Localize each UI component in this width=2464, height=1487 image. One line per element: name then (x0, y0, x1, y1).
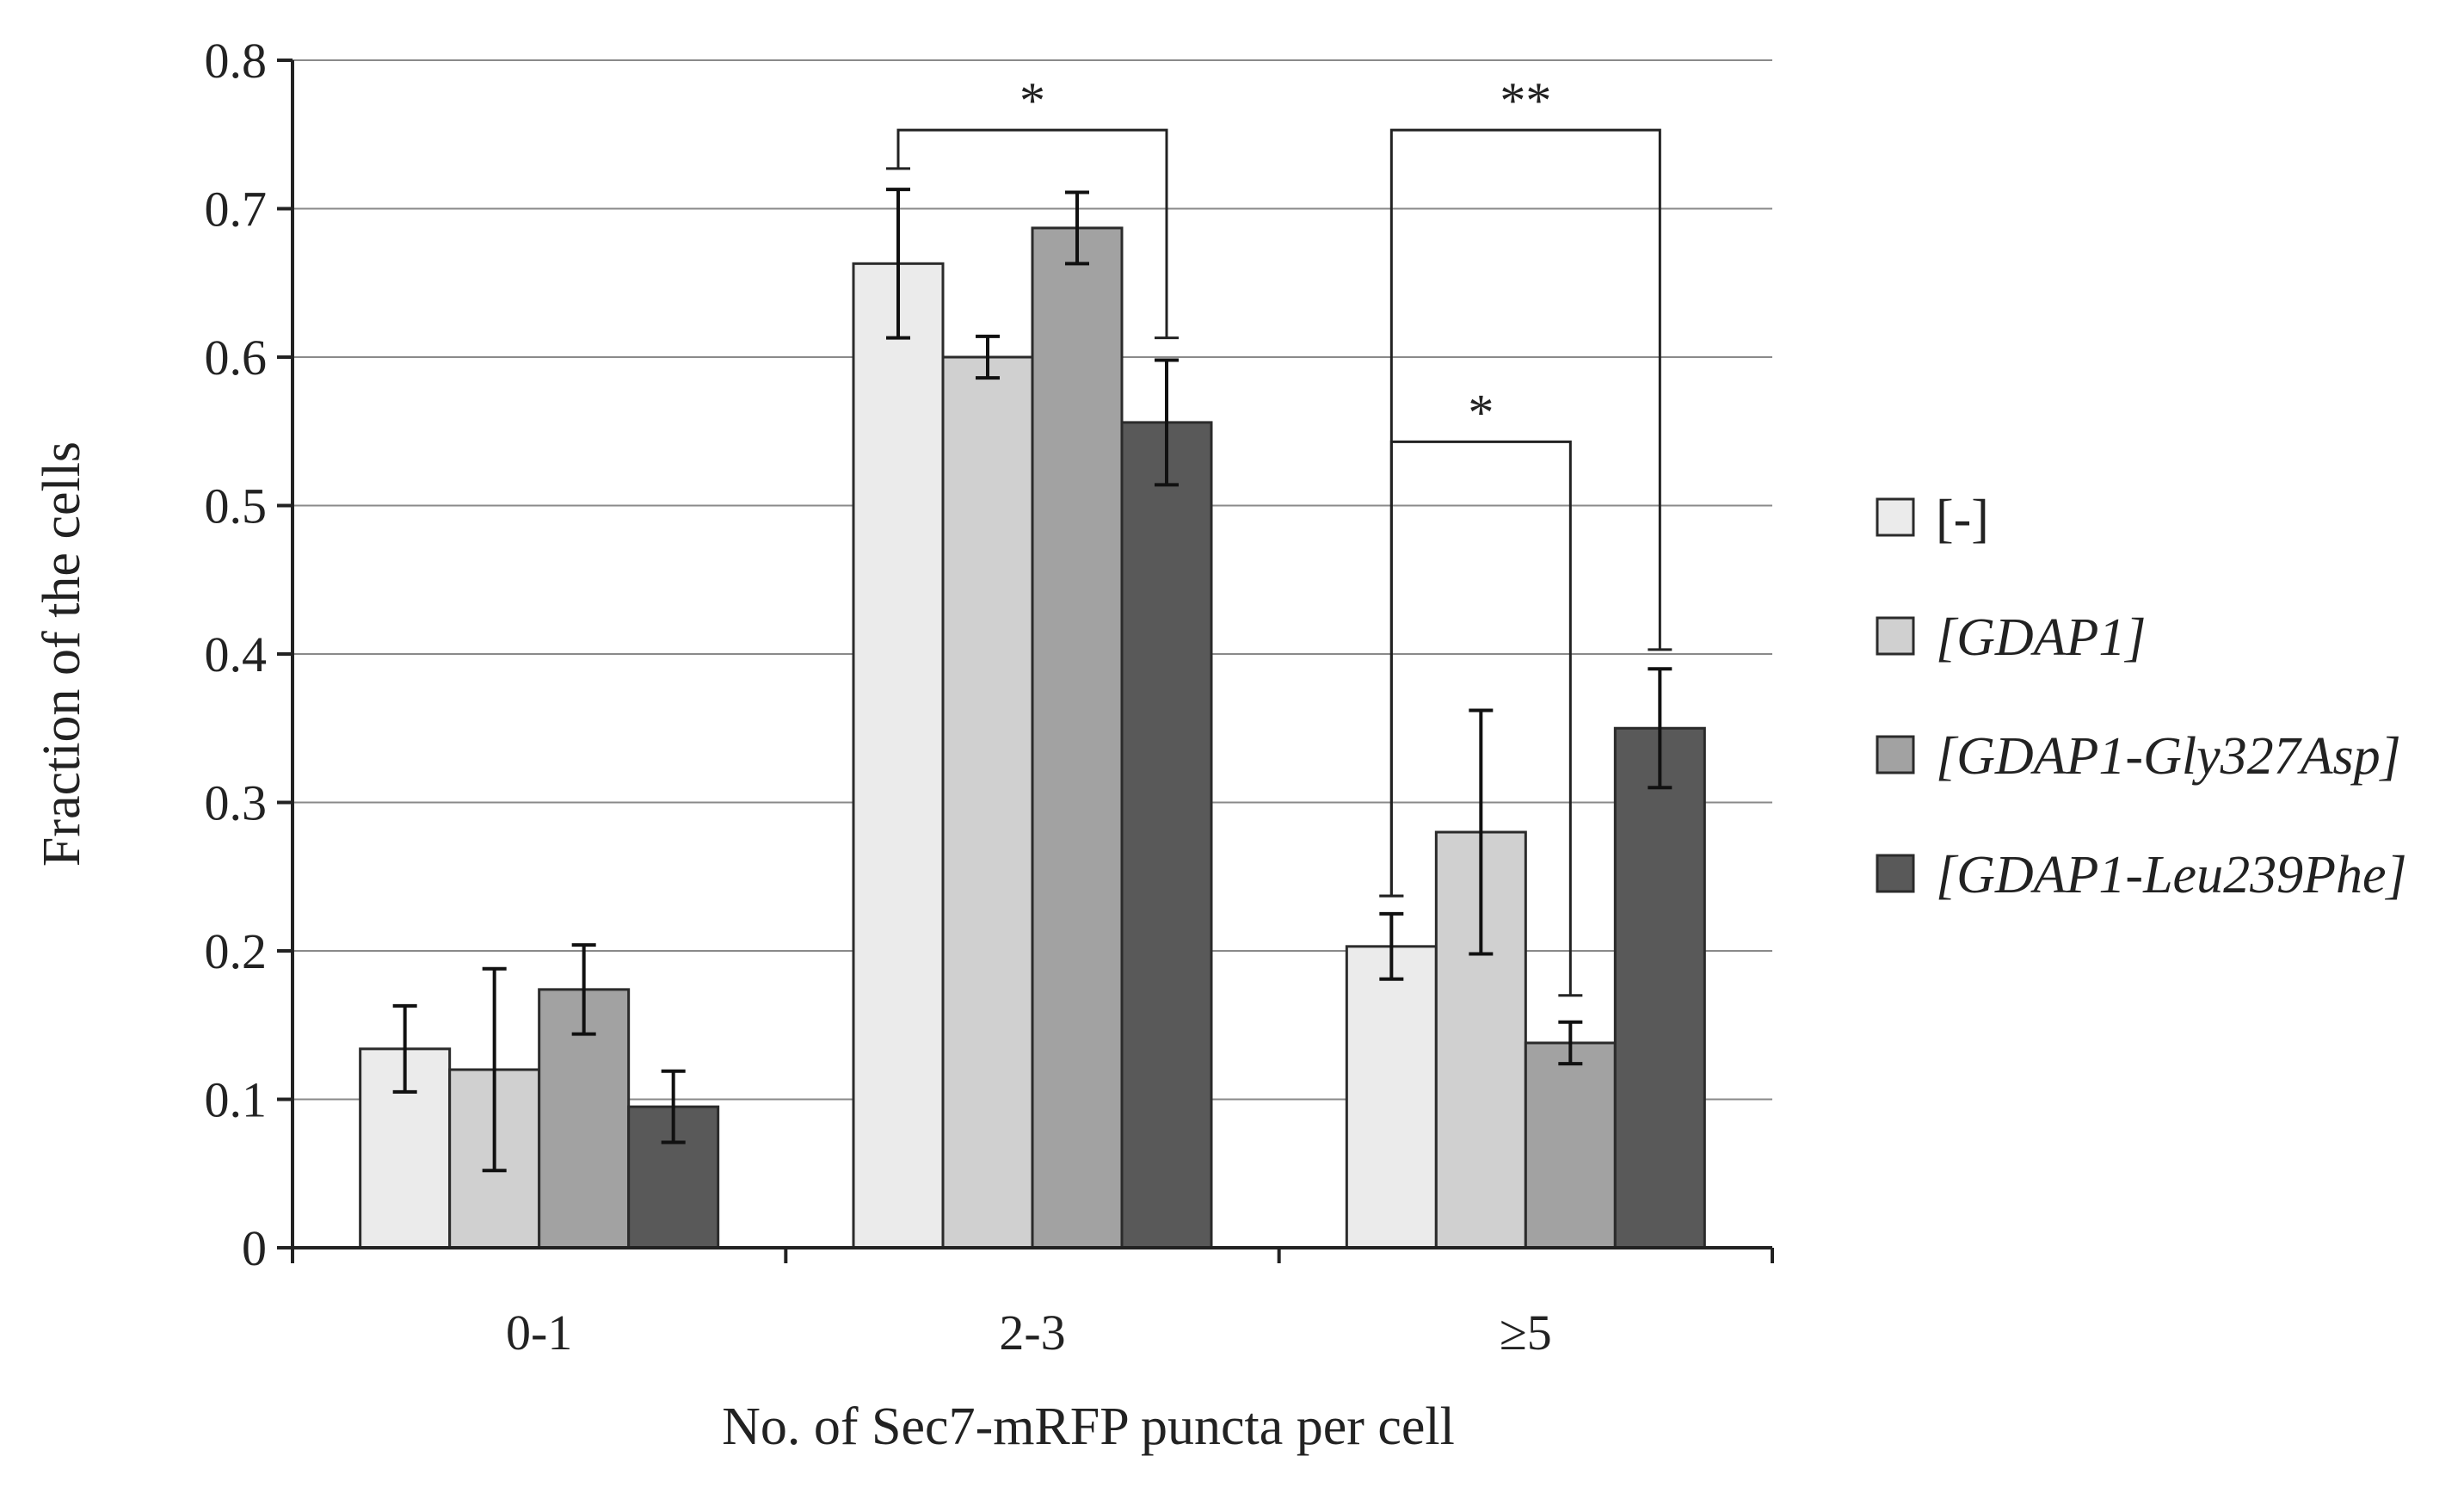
legend-label: [GDAP1] (1936, 608, 2147, 667)
y-tick-label: 0.6 (205, 330, 268, 386)
legend-swatch (1876, 616, 1915, 656)
significance-bracket (1389, 440, 1572, 996)
x-tick-label: 0-1 (506, 1305, 572, 1361)
bar (1120, 421, 1213, 1249)
legend-swatch (1876, 735, 1915, 774)
legend-swatch (1876, 854, 1915, 893)
legend: [-] [GDAP1] [GDAP1-Gly327Asp] [GDAP1-Leu239… (1876, 490, 2407, 904)
y-tick-label: 0.5 (205, 478, 268, 534)
y-tick-label: 0.1 (205, 1072, 268, 1128)
legend-label: [GDAP1-Gly327Asp] (1936, 727, 2401, 786)
bar (852, 262, 945, 1249)
bars (359, 226, 1706, 1249)
y-tick-label: 0.2 (205, 923, 268, 979)
significance-label: * (1019, 72, 1045, 129)
significance-label: * (1468, 384, 1494, 441)
bar (1345, 945, 1438, 1249)
y-tick-label: 0.7 (205, 182, 268, 238)
significance-brackets: * *** (886, 72, 1672, 997)
legend-label: [-] (1936, 490, 1989, 548)
y-tick-label: 0.8 (205, 33, 268, 89)
y-axis-title: Fraction of the cells (33, 441, 91, 867)
bar (941, 355, 1034, 1249)
axes: 0 0.1 0.2 0.3 0.4 0.5 0.6 0.7 0.8 0-1 2-3 ≥5 (205, 33, 1774, 1361)
y-tick-label: 0.3 (205, 775, 268, 831)
significance-bracket (896, 128, 1168, 338)
legend-label: [GDAP1-Leu239Phe] (1936, 846, 2407, 904)
x-tick-label: 2-3 (999, 1305, 1065, 1361)
bar (1524, 1041, 1617, 1249)
bar (1613, 726, 1706, 1249)
y-tick-label: 0.4 (205, 626, 268, 682)
error-bars (392, 188, 1672, 1173)
legend-swatch (1876, 497, 1915, 537)
bar (1031, 226, 1124, 1249)
significance-label: ** (1500, 72, 1551, 129)
y-tick-label: 0 (242, 1220, 267, 1276)
x-tick-label: ≥5 (1500, 1305, 1552, 1361)
x-axis-title: No. of Sec7-mRFP puncta per cell (722, 1398, 1455, 1456)
